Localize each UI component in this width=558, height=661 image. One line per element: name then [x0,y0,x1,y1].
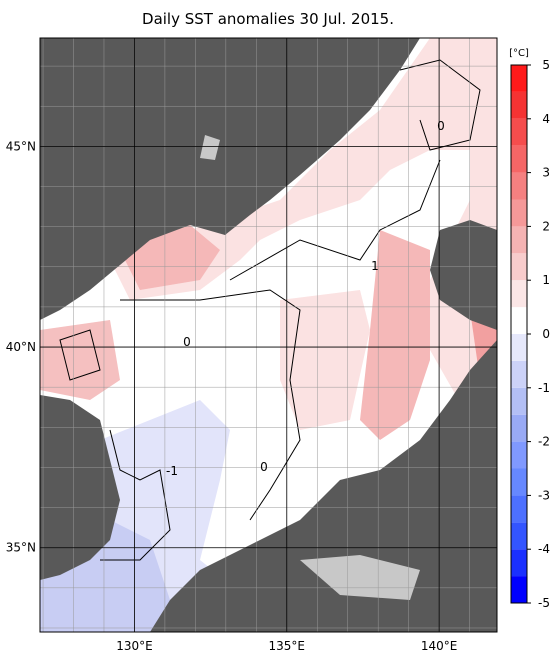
lat-tick-label: 45°N [6,139,36,153]
colorbar-bin [511,468,527,496]
contour-label: 0 [437,119,445,133]
land [40,395,120,580]
colorbar-bin [511,118,527,146]
colorbar-tick-label: 1 [542,273,550,287]
contour-label: 1 [371,259,379,273]
contour-labels: 0 1 0 -1 0 [166,119,445,478]
colorbar-bin [511,65,527,92]
colorbar-tick-label: -2 [538,435,550,449]
contour-line [399,59,481,151]
colorbar-bin [511,199,527,227]
colorbar-bin [511,387,527,415]
colorbar-tick-label: -5 [538,596,550,610]
warm-patch [40,320,120,400]
lat-tick-label: 35°N [6,541,36,555]
lon-tick-label: 130°E [116,639,153,653]
colorbar-bin [511,495,527,523]
colorbar-tick-label: 0 [542,327,550,341]
lake [200,135,220,160]
colorbar-bin [511,576,527,603]
land [430,220,497,330]
contour-label: 0 [260,460,268,474]
lon-tick-label: 140°E [421,639,458,653]
colorbar-unit: [°C] [509,48,529,59]
lon-tick-label: 135°E [269,639,306,653]
warm-patch [360,230,430,440]
colorbar-bin [511,414,527,442]
colorbar-tick-label: -3 [538,488,550,502]
land [150,340,497,632]
colorbar-bin [511,91,527,119]
colorbar-tick-label: 3 [542,166,550,180]
contour-line [59,329,101,381]
colorbar-tick-label: -4 [538,542,550,556]
contour-line [120,289,301,521]
land [40,38,420,320]
colorbar-bin [511,172,527,200]
map-area [40,38,497,632]
colorbar-bin [511,549,527,577]
colorbar-tick-label: 2 [542,219,550,233]
lat-tick-label: 40°N [6,340,36,354]
title: Daily SST anomalies 30 Jul. 2015. [142,10,394,28]
colorbar-bin [511,307,527,334]
colorbar-bin [511,360,527,388]
contour-line [100,429,171,561]
colorbar-bin [511,441,527,469]
contour-line [229,159,441,281]
colorbar-bin [511,226,527,254]
colorbar-bin [511,145,527,173]
colorbar-bin [511,334,527,361]
colorbar-bin [511,253,527,281]
colorbar-tick-label: 4 [542,112,550,126]
colorbar-tick-label: -1 [538,381,550,395]
map-frame [39,37,498,633]
colorbar-bin [511,280,527,308]
colorbar-bin [511,522,527,550]
colorbar-tick-label: 5 [542,58,550,72]
contour-label: -1 [166,464,178,478]
contour-label: 0 [183,335,191,349]
inland-sea [300,555,420,600]
